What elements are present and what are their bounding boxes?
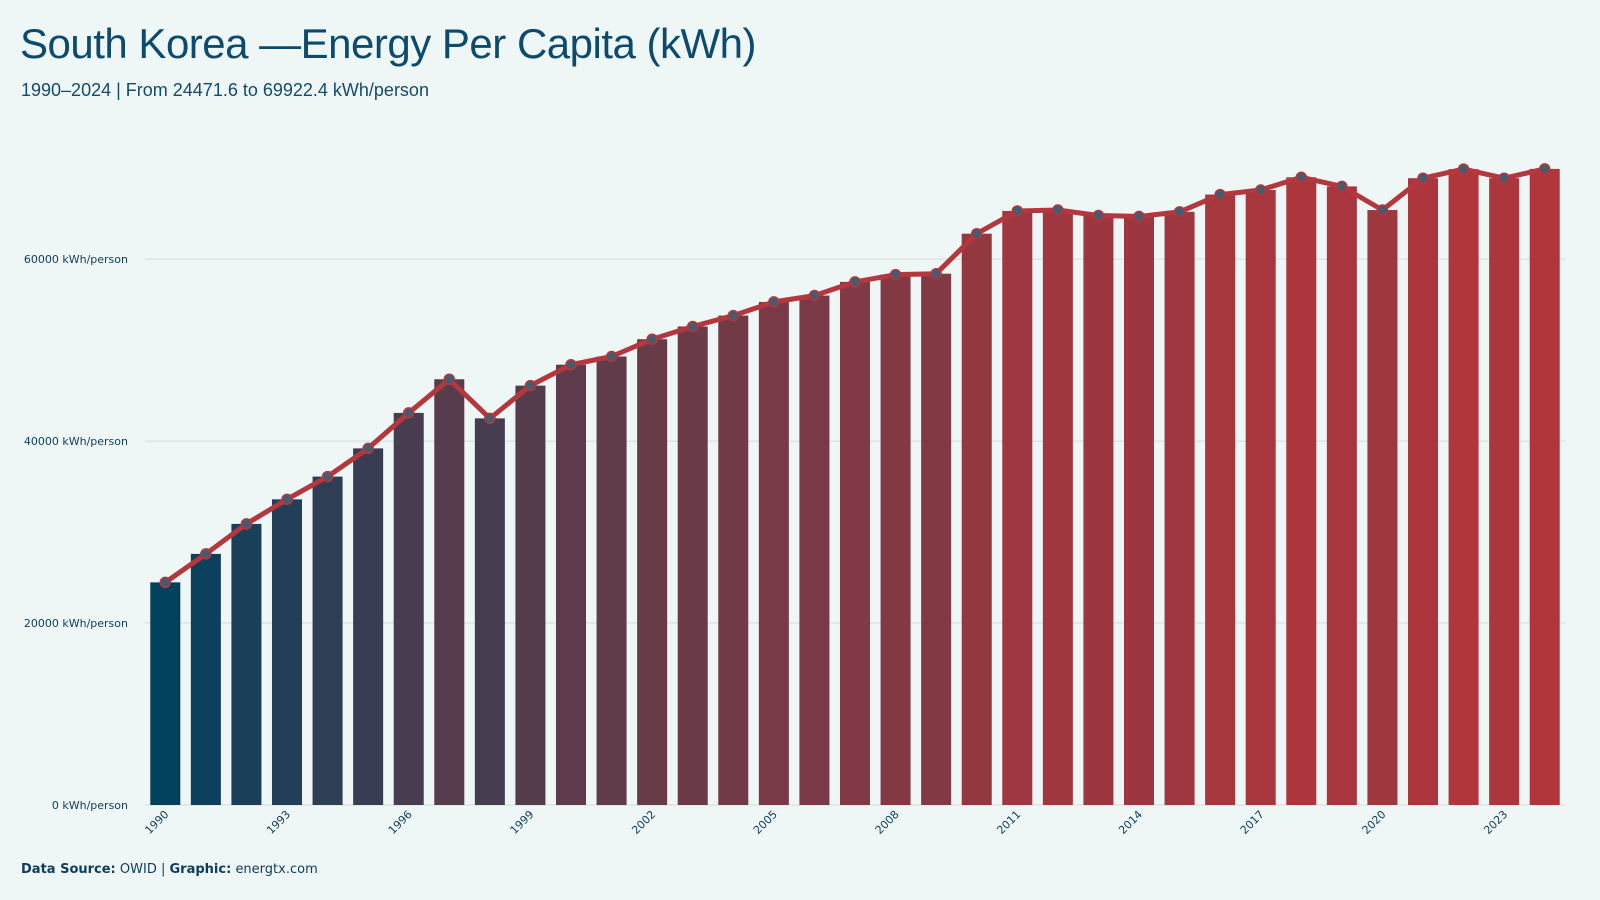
data-point xyxy=(402,407,415,419)
bar xyxy=(1123,216,1155,805)
data-point xyxy=(1295,171,1308,184)
bar xyxy=(190,553,221,805)
bar xyxy=(1407,178,1439,805)
bar xyxy=(271,499,303,805)
bar xyxy=(880,274,911,805)
bar xyxy=(1042,210,1073,805)
bar xyxy=(1529,168,1560,805)
bar xyxy=(515,385,546,805)
bar xyxy=(434,379,465,805)
source-label: Data Source: xyxy=(21,862,116,877)
footer-separator: | xyxy=(160,862,166,877)
data-point xyxy=(808,289,821,302)
data-point xyxy=(321,470,334,483)
data-point xyxy=(281,493,293,506)
bar xyxy=(393,412,424,805)
bar xyxy=(758,301,789,805)
data-point xyxy=(1417,172,1429,184)
x-tick-label: 2002 xyxy=(629,808,658,837)
data-point xyxy=(930,267,942,280)
data-point xyxy=(240,518,253,530)
bar xyxy=(1083,215,1114,805)
data-point xyxy=(1092,209,1105,222)
data-point xyxy=(1498,172,1510,184)
y-axis-ticks: 0 kWh/person 20000 kWh/person 40000 kWh/pe… xyxy=(24,253,128,812)
data-point xyxy=(159,576,172,589)
data-point xyxy=(362,442,374,455)
bar xyxy=(799,295,830,805)
data-point xyxy=(1538,163,1551,175)
data-point xyxy=(484,412,496,425)
bar xyxy=(353,448,384,805)
data-point xyxy=(443,373,456,385)
data-point xyxy=(970,227,983,240)
data-point xyxy=(524,379,537,392)
bar xyxy=(312,476,343,805)
bar xyxy=(474,418,505,805)
bar xyxy=(1489,178,1520,805)
x-tick-label: 1999 xyxy=(508,808,537,837)
x-tick-label: 2014 xyxy=(1116,808,1145,837)
y-tick-label: 40000 kWh/person xyxy=(24,435,128,448)
bar xyxy=(1326,186,1357,805)
data-point xyxy=(1376,204,1389,216)
data-point xyxy=(1336,180,1348,193)
chart-title: South Korea —Energy Per Capita (kWh) xyxy=(20,20,757,67)
data-point xyxy=(1254,184,1267,196)
x-tick-label: 2020 xyxy=(1360,808,1389,837)
graphic-value: energtx.com xyxy=(235,862,318,877)
data-point xyxy=(646,333,658,345)
bar xyxy=(718,315,749,805)
data-point xyxy=(1173,206,1186,218)
data-point xyxy=(1214,188,1226,201)
data-point xyxy=(605,350,618,363)
x-tick-label: 2017 xyxy=(1238,808,1267,837)
x-tick-label: 1993 xyxy=(264,808,293,837)
x-axis-ticks: 1990 1993 1996 1999 2002 2005 2008 2011 2014 2017… xyxy=(142,808,1510,837)
data-point xyxy=(849,276,861,288)
data-point xyxy=(1457,163,1470,175)
bar xyxy=(1286,177,1317,805)
bar xyxy=(677,326,708,805)
bar xyxy=(1002,210,1033,805)
y-tick-label: 20000 kWh/person xyxy=(24,617,128,630)
data-point xyxy=(727,309,740,322)
bar xyxy=(1205,194,1236,805)
bar xyxy=(1367,210,1398,805)
bar xyxy=(1245,190,1276,805)
x-tick-label: 2023 xyxy=(1481,808,1510,837)
data-point xyxy=(686,320,699,333)
data-point xyxy=(889,268,902,281)
data-point xyxy=(565,358,577,371)
x-tick-label: 1996 xyxy=(386,808,415,837)
bars xyxy=(150,168,1560,806)
bar xyxy=(921,273,952,805)
bar xyxy=(150,582,181,805)
bar xyxy=(961,233,992,805)
bar xyxy=(1448,169,1479,805)
data-point xyxy=(768,296,780,308)
x-tick-label: 2008 xyxy=(873,808,902,837)
y-tick-label: 0 kWh/person xyxy=(52,799,128,812)
x-tick-label: 1990 xyxy=(142,808,171,837)
graphic-label: Graphic: xyxy=(169,862,232,877)
line-markers xyxy=(159,163,1551,589)
data-point xyxy=(1133,210,1145,223)
chart-subtitle: 1990–2024 | From 24471.6 to 69922.4 kWh/… xyxy=(21,80,429,100)
bar xyxy=(596,356,627,805)
bar xyxy=(231,523,262,805)
footer: Data Source: OWID | Graphic: energtx.com xyxy=(21,862,318,877)
data-point xyxy=(200,548,212,560)
bar xyxy=(1164,211,1195,806)
source-value: OWID xyxy=(119,862,157,877)
bar xyxy=(555,364,587,805)
bar xyxy=(637,339,668,805)
x-tick-label: 2011 xyxy=(994,808,1023,837)
bar xyxy=(839,281,871,805)
data-point xyxy=(1011,205,1024,217)
y-tick-label: 60000 kWh/person xyxy=(24,253,128,266)
x-tick-label: 2005 xyxy=(751,808,780,837)
data-point xyxy=(1052,204,1064,216)
